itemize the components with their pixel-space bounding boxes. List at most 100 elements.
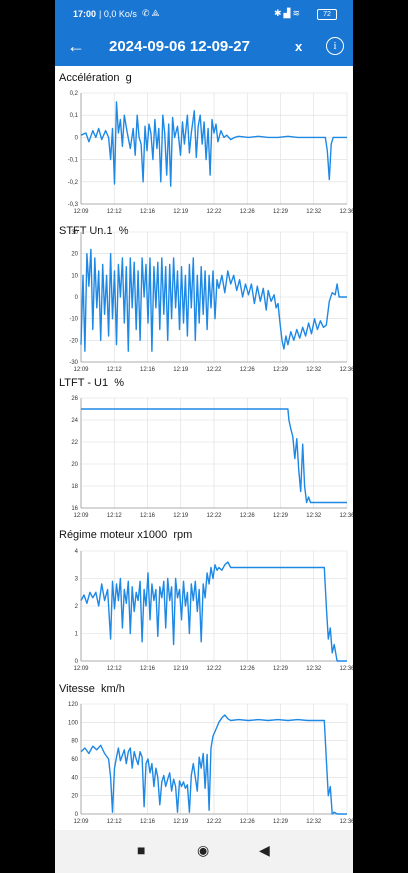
y-tick-label: 80 xyxy=(71,739,78,745)
x-tick-label: 12:16 xyxy=(140,513,156,519)
x-tick-label: 12:29 xyxy=(273,819,289,825)
series-line-rpm xyxy=(80,561,347,662)
y-tick-label: 20 xyxy=(71,462,78,468)
y-tick-label: 30 xyxy=(71,230,78,236)
close-button[interactable]: x xyxy=(295,39,303,54)
y-tick-label: 24 xyxy=(71,418,78,424)
phone-screen: 17:00 | 0,0 Ko/s ✆⟁ ✱▟≋ 72 ← 2024-09-06 … xyxy=(55,0,353,873)
series-line-speed xyxy=(80,714,347,815)
x-tick-label: 12:09 xyxy=(73,666,89,672)
y-tick-label: -10 xyxy=(69,317,78,323)
y-tick-label: 0 xyxy=(75,812,79,818)
y-tick-label: -0,3 xyxy=(68,202,79,208)
x-tick-label: 12:26 xyxy=(240,666,256,672)
y-tick-label: -20 xyxy=(69,338,78,344)
y-tick-label: 1 xyxy=(75,632,79,638)
recents-button[interactable]: ■ xyxy=(137,842,146,858)
x-tick-label: 12:26 xyxy=(240,367,256,373)
y-tick-label: 0,2 xyxy=(70,91,79,97)
x-tick-label: 12:32 xyxy=(306,209,322,215)
x-tick-label: 12:12 xyxy=(107,819,123,825)
status-bar: 17:00 | 0,0 Ko/s ✆⟁ ✱▟≋ 72 xyxy=(55,0,353,28)
y-tick-label: 4 xyxy=(75,549,79,555)
series-line-acceleration xyxy=(80,101,347,187)
x-tick-label: 12:29 xyxy=(273,666,289,672)
navigation-bar: ■ ◉ ◀ xyxy=(55,830,353,873)
status-network-speed: | 0,0 Ko/s xyxy=(99,9,137,19)
x-tick-label: 12:29 xyxy=(273,513,289,519)
app-bar: ← 2024-09-06 12-09-27 x i xyxy=(55,28,353,66)
x-tick-label: 12:16 xyxy=(140,209,156,215)
y-tick-label: 120 xyxy=(68,702,79,708)
x-tick-label: 12:12 xyxy=(107,666,123,672)
x-tick-label: 12:26 xyxy=(240,819,256,825)
x-tick-label: 12:16 xyxy=(140,666,156,672)
chart-title-rpm: Régime moteur x1000 rpm xyxy=(59,529,193,541)
x-tick-label: 12:36 xyxy=(339,666,353,672)
chart-title-stft: STFT Un.1 % xyxy=(59,225,129,237)
x-tick-label: 12:36 xyxy=(339,819,353,825)
home-button[interactable]: ◉ xyxy=(197,842,210,858)
x-tick-label: 12:09 xyxy=(73,513,89,519)
y-tick-label: 60 xyxy=(71,757,78,763)
x-tick-label: 12:19 xyxy=(173,513,189,519)
x-tick-label: 12:22 xyxy=(206,819,222,825)
y-tick-label: 16 xyxy=(71,506,78,512)
y-tick-label: 0 xyxy=(75,135,79,141)
x-tick-label: 12:22 xyxy=(206,666,222,672)
y-tick-label: 3 xyxy=(75,577,79,583)
chart-acceleration: 12:09 12:12 12:16 12:19 12:22 12:26 12:29 12:32… xyxy=(68,91,353,215)
chart-speed: 12:09 12:12 12:16 12:19 12:22 12:26 12:29 12:32… xyxy=(68,702,353,825)
x-tick-label: 12:19 xyxy=(173,209,189,215)
page-title: 2024-09-06 12-09-27 xyxy=(109,38,250,55)
info-button[interactable]: i xyxy=(326,37,344,55)
x-tick-label: 12:29 xyxy=(273,367,289,373)
status-time: 17:00 xyxy=(73,9,97,19)
x-tick-label: 12:12 xyxy=(107,367,123,373)
chart-stft: 12:09 12:12 12:16 12:19 12:22 12:26 12:29 12:32… xyxy=(69,230,353,373)
x-tick-label: 12:36 xyxy=(339,367,353,373)
x-tick-label: 12:36 xyxy=(339,513,353,519)
chart-title-ltft: LTFT - U1 % xyxy=(59,377,124,389)
x-tick-label: 12:22 xyxy=(206,513,222,519)
arrow-left-icon[interactable]: ← xyxy=(67,36,85,56)
y-tick-label: 20 xyxy=(71,794,78,800)
x-tick-label: 12:09 xyxy=(73,367,89,373)
x-tick-label: 12:22 xyxy=(206,209,222,215)
x-tick-label: 12:19 xyxy=(173,819,189,825)
battery-icon: 72 xyxy=(317,9,337,20)
y-tick-label: 2 xyxy=(75,604,79,610)
y-tick-label: 10 xyxy=(71,273,78,279)
x-tick-label: 12:29 xyxy=(273,209,289,215)
series-line-stft xyxy=(80,248,347,352)
x-tick-label: 12:26 xyxy=(240,209,256,215)
x-tick-label: 12:32 xyxy=(306,819,322,825)
x-tick-label: 12:32 xyxy=(306,367,322,373)
x-tick-label: 12:16 xyxy=(140,367,156,373)
y-tick-label: 22 xyxy=(71,440,78,446)
x-tick-label: 12:16 xyxy=(140,819,156,825)
y-tick-label: 26 xyxy=(71,396,78,402)
y-tick-label: -0,1 xyxy=(68,158,79,164)
x-tick-label: 12:09 xyxy=(73,209,89,215)
x-tick-label: 12:26 xyxy=(240,513,256,519)
y-tick-label: 18 xyxy=(71,484,78,490)
drive-icon: ⟁ xyxy=(151,8,162,18)
x-tick-label: 12:19 xyxy=(173,367,189,373)
y-tick-label: -30 xyxy=(69,360,78,366)
series-line-ltft xyxy=(81,408,347,504)
x-tick-label: 12:32 xyxy=(306,513,322,519)
bluetooth-icon: ✱ xyxy=(274,8,284,18)
back-button[interactable]: ◀ xyxy=(259,842,270,858)
chart-rpm: 12:09 12:12 12:16 12:19 12:22 12:26 12:29 12:32… xyxy=(73,549,353,672)
x-tick-label: 12:19 xyxy=(173,666,189,672)
x-tick-label: 12:36 xyxy=(339,209,353,215)
y-tick-label: 100 xyxy=(68,720,79,726)
chart-title-speed: Vitesse km/h xyxy=(59,683,125,695)
x-tick-label: 12:12 xyxy=(107,513,123,519)
y-tick-label: 0,1 xyxy=(70,113,79,119)
y-tick-label: -0,2 xyxy=(68,180,79,186)
x-tick-label: 12:32 xyxy=(306,666,322,672)
y-tick-label: 0 xyxy=(75,659,79,665)
whatsapp-icon: ✆ xyxy=(142,8,152,18)
